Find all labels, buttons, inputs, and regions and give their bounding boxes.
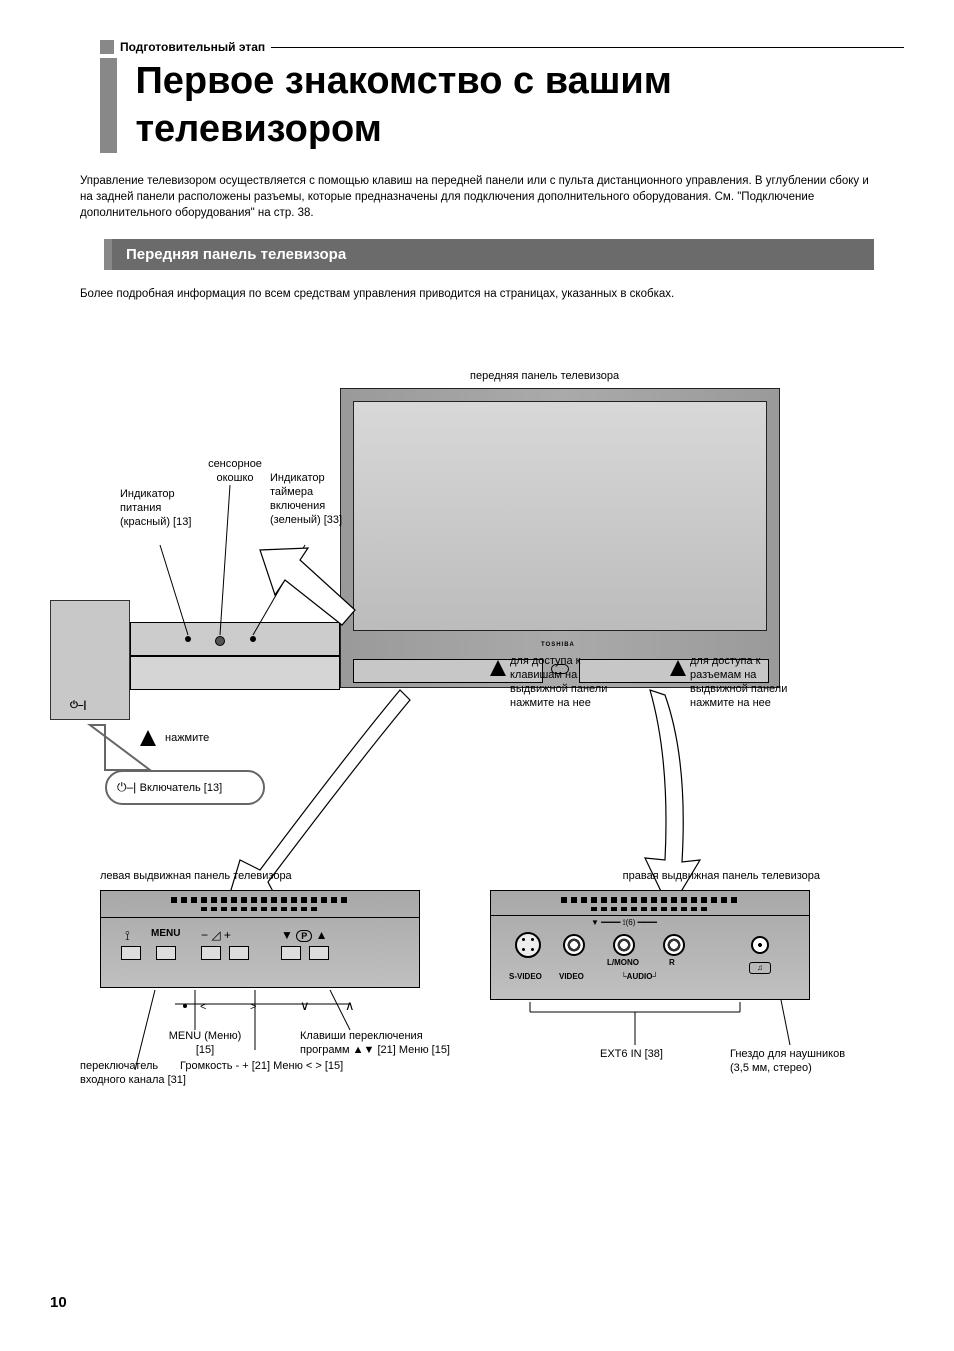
svg-text:>: > xyxy=(250,1001,256,1013)
diagram-area: передняя панель телевизора TOSHIBA ⏻–| И… xyxy=(50,330,904,1190)
tv-screen xyxy=(353,401,767,631)
front-panel-label: передняя панель телевизора xyxy=(470,370,619,384)
section-label: Подготовительный этап xyxy=(120,40,265,54)
left-panel: ⟟ MENU − ◿ + ▼ P ▲ xyxy=(100,890,420,988)
power-symbol: ⏻–| xyxy=(70,700,86,713)
timer-indicator-label: Индикатор таймера включения (зеленый) [3… xyxy=(270,472,350,527)
right-access-arrow xyxy=(670,660,686,676)
header-rule xyxy=(271,47,904,48)
left-access-arrow xyxy=(490,660,506,676)
page-title: Первое знакомство с вашим телевизором xyxy=(135,58,904,153)
volume-note: Громкость - + [21] Меню < > [15] xyxy=(180,1060,350,1074)
press-arrow xyxy=(140,730,156,746)
menu-note: MENU (Меню) [15] xyxy=(160,1030,250,1058)
press-label: нажмите xyxy=(165,732,209,746)
right-access-label: для доступа к разъемам на выдвижной пане… xyxy=(690,655,800,710)
indicator-dot-1 xyxy=(185,636,191,642)
intro-text: Управление телевизором осуществляется с … xyxy=(80,173,874,221)
right-panel-title: правая выдвижная панель телевизора xyxy=(550,870,820,884)
svg-text:∧: ∧ xyxy=(345,998,355,1013)
headphone-label: Гнездо для наушников (3,5 мм, стерео) xyxy=(730,1048,850,1076)
title-accent-bar xyxy=(100,58,117,153)
sensor-label: сенсорное окошко xyxy=(200,458,270,486)
channel-switch-note: Клавиши переключения программ ▲▼ [21] Ме… xyxy=(300,1030,450,1058)
power-switch-callout: ⏻–| Включатель [13] xyxy=(105,770,265,805)
indicator-strip xyxy=(130,622,340,656)
svg-text:∨: ∨ xyxy=(300,998,310,1013)
page-number: 10 xyxy=(50,1294,67,1311)
sensor-window xyxy=(215,636,225,646)
tv-body: TOSHIBA xyxy=(340,388,780,688)
header-row: Подготовительный этап xyxy=(100,40,904,54)
section-heading: Передняя панель телевизора xyxy=(104,239,874,270)
title-block: Первое знакомство с вашим телевизором xyxy=(50,58,904,153)
ext6-label: EXT6 IN [38] xyxy=(600,1048,663,1062)
section-note: Более подробная информация по всем средс… xyxy=(80,288,874,300)
header-accent xyxy=(100,40,114,54)
svg-text:<: < xyxy=(200,1001,206,1013)
power-indicator-label: Индикатор питания (красный) [13] xyxy=(120,488,200,529)
side-base xyxy=(50,600,130,720)
left-access-label: для доступа к клавишам на выдвижной пане… xyxy=(510,655,620,710)
brand-label: TOSHIBA xyxy=(541,642,575,650)
indicator-strip-2 xyxy=(130,656,340,690)
left-panel-title: левая выдвижная панель телевизора xyxy=(100,870,292,884)
indicator-dot-2 xyxy=(250,636,256,642)
right-panel: ▼ ━━━━ ⟟(6) ━━━━ ♫ L/MONO R S-VIDEO VIDE… xyxy=(490,890,810,1000)
